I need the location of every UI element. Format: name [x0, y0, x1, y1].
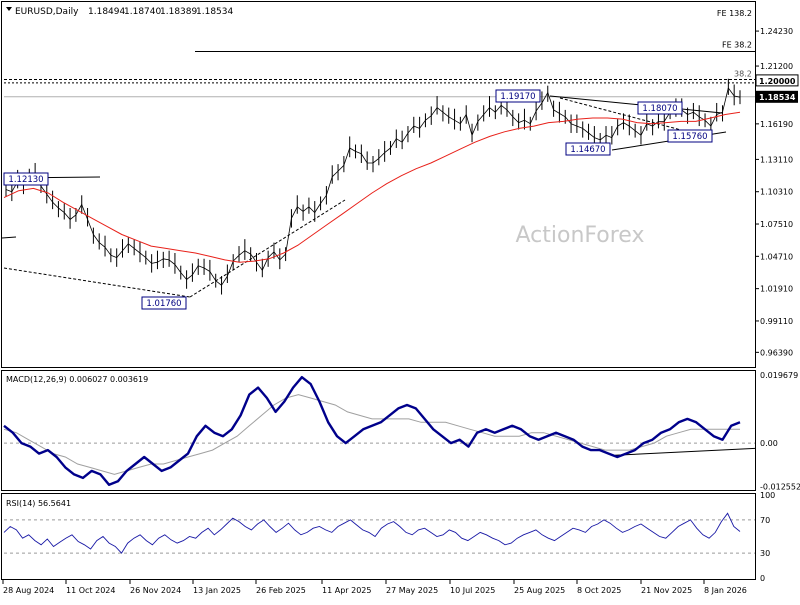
- macd-signal-line: [3, 394, 740, 475]
- pivot-label-box: [637, 101, 683, 115]
- time-tick-label: 21 Nov 2025: [641, 586, 692, 595]
- chart-header: EURUSD,Daily 1.18494 1.18740 1.18389 1.1…: [6, 7, 233, 17]
- trendline-dashed-rise: [189, 199, 346, 298]
- trendline-dashed-mid: [559, 97, 701, 136]
- rsi-panel: RSI(14) 56.5641 100 70 30 0: [3, 491, 775, 583]
- level-tag-text: 1.20000: [759, 77, 796, 86]
- ohlc-high: 1.18740: [124, 7, 161, 17]
- macd-panel: MACD(12,26,9) 0.006027 0.003619 0.019679 0…: [3, 371, 800, 492]
- macd-tick-label: 0.00: [760, 439, 778, 448]
- fibo-label: 38.2: [734, 70, 752, 79]
- symbol-label: EURUSD,Daily: [15, 7, 79, 17]
- macd-main-line: [3, 376, 741, 486]
- price-tick-label: 0.99110: [760, 317, 793, 326]
- pivot-label-text: 1.14670: [570, 145, 605, 155]
- pivot-label-text: 1.01760: [146, 299, 181, 309]
- rsi-tick-label: 30: [760, 549, 770, 558]
- pivot-label-box: [565, 142, 611, 156]
- macd-tick-label: 0.019679: [760, 371, 798, 380]
- trendline-dashed-low: [3, 267, 191, 298]
- time-tick-label: 10 Jul 2025: [450, 586, 495, 595]
- macd-title: MACD(12,26,9) 0.006027 0.003619: [6, 375, 148, 384]
- pivot-label-text: 1.18070: [642, 104, 677, 114]
- current-price-tag: [756, 90, 798, 103]
- dropdown-triangle-icon[interactable]: [6, 7, 12, 11]
- price-tick-label: 1.10310: [760, 188, 793, 197]
- pivot-labels: 1.12130 1.01760 1.19170 1.14670 1.18070 1.157…: [3, 89, 713, 310]
- rsi-tick-label: 100: [760, 491, 775, 500]
- pivot-label-text: 1.19170: [500, 92, 535, 102]
- time-tick-label: 28 Aug 2024: [3, 586, 54, 595]
- price-tick-label: 1.04710: [760, 252, 793, 261]
- time-axis: 28 Aug 2024 11 Oct 2024 26 Nov 2024 13 Jan …: [2, 580, 747, 595]
- trendline-triangle-upper: [549, 95, 723, 114]
- time-tick-label: 8 Oct 2025: [577, 586, 621, 595]
- rsi-title: RSI(14) 56.5641: [6, 499, 71, 508]
- time-tick-label: 27 May 2025: [386, 586, 438, 595]
- macd-trendline: [614, 447, 756, 456]
- rsi-panel-frame: [1, 493, 756, 580]
- price-tick-label: 1.13110: [760, 155, 793, 164]
- time-tick-label: 13 Jan 2025: [193, 586, 241, 595]
- trendline-stub-left: [1, 236, 17, 239]
- macd-panel-frame: [1, 370, 756, 491]
- ohlc-close: 1.18534: [196, 7, 233, 17]
- price-tick-label: 0.96390: [760, 348, 793, 357]
- macd-tick-label: -0.012552: [760, 483, 800, 492]
- pivot-label-box: [495, 89, 541, 103]
- pivot-label-text: 1.15760: [672, 132, 707, 142]
- rsi-tick-label: 70: [760, 516, 770, 525]
- price-axis: 1.24230 1.21200 1.16190 1.13110 1.10310 1.075…: [755, 27, 793, 357]
- pivot-label-text: 1.12130: [8, 175, 43, 185]
- fibo-label: FE 38.2: [722, 41, 752, 50]
- ohlc-low: 1.18389: [160, 7, 197, 17]
- time-tick-label: 26 Nov 2024: [130, 586, 181, 595]
- price-tick-label: 1.16190: [760, 120, 793, 129]
- time-tick-label: 8 Jan 2026: [704, 586, 747, 595]
- price-tick-label: 1.01910: [760, 285, 793, 294]
- price-panel-frame: [1, 1, 756, 368]
- ohlc-open: 1.18494: [88, 7, 125, 17]
- panel-frames: [1, 1, 756, 580]
- time-tick-label: 11 Apr 2025: [322, 586, 371, 595]
- sma-line: [3, 111, 741, 263]
- price-tick-label: 1.24230: [760, 27, 793, 36]
- rsi-line: [3, 512, 741, 554]
- time-tick-label: 11 Oct 2024: [66, 586, 115, 595]
- current-price-text: 1.18534: [759, 93, 796, 102]
- rsi-tick-label: 0: [760, 574, 765, 583]
- pivot-label-box: [3, 172, 49, 186]
- watermark: ActionForex: [516, 223, 645, 248]
- time-tick-label: 25 Aug 2025: [514, 586, 565, 595]
- price-series-group: [3, 78, 741, 295]
- level-tag-box: [755, 74, 799, 87]
- time-tick-label: 26 Feb 2025: [256, 586, 306, 595]
- price-tick-label: 1.21200: [760, 62, 793, 71]
- price-tick-label: 1.07510: [760, 220, 793, 229]
- fibo-label: FE 138.2: [717, 9, 752, 18]
- pivot-label-box: [667, 129, 713, 143]
- price-close-line: [5, 87, 741, 286]
- pivot-label-box: [141, 296, 187, 310]
- fibo-levels: FE 138.2 FE 38.2 38.2 1.20000 1.18534: [4, 9, 799, 103]
